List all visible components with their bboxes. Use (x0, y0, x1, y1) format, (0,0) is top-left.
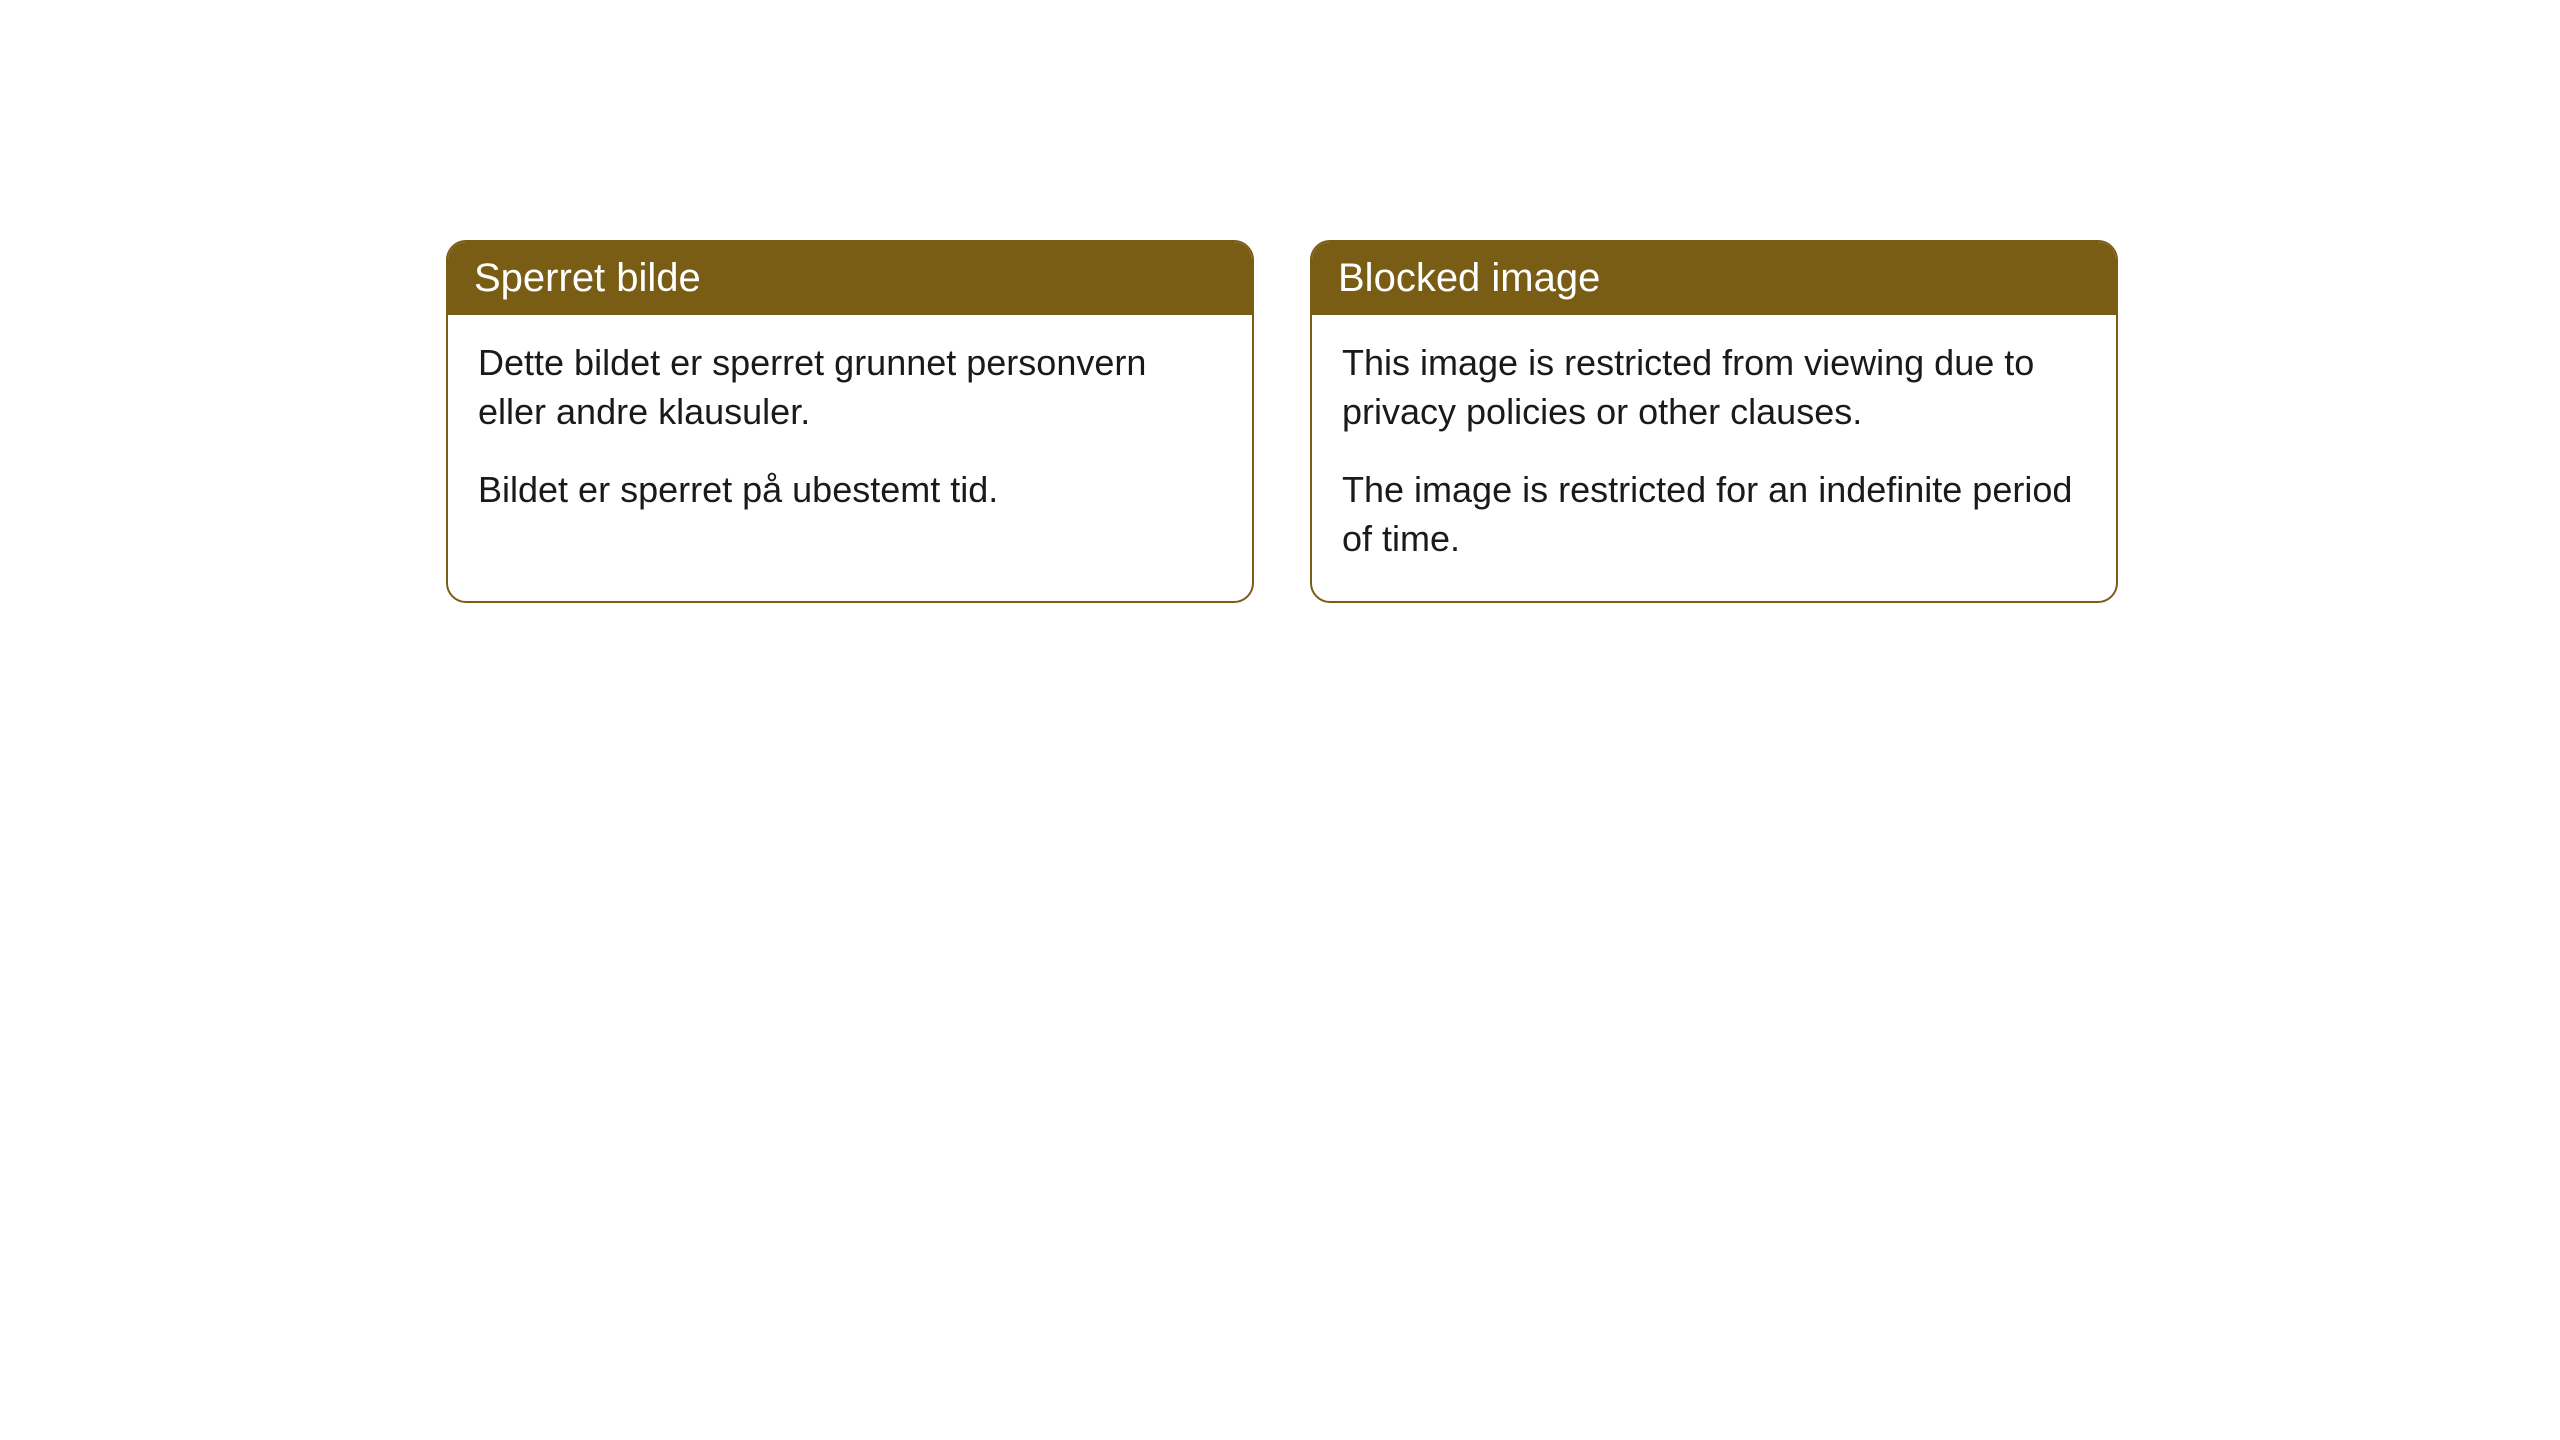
notice-cards-container: Sperret bilde Dette bildet er sperret gr… (0, 0, 2560, 603)
card-paragraph: Dette bildet er sperret grunnet personve… (478, 339, 1222, 436)
card-header: Blocked image (1312, 242, 2116, 315)
blocked-image-card-english: Blocked image This image is restricted f… (1310, 240, 2118, 603)
card-body: Dette bildet er sperret grunnet personve… (448, 315, 1252, 553)
card-paragraph: This image is restricted from viewing du… (1342, 339, 2086, 436)
blocked-image-card-norwegian: Sperret bilde Dette bildet er sperret gr… (446, 240, 1254, 603)
card-paragraph: The image is restricted for an indefinit… (1342, 466, 2086, 563)
card-header: Sperret bilde (448, 242, 1252, 315)
card-paragraph: Bildet er sperret på ubestemt tid. (478, 466, 1222, 515)
card-body: This image is restricted from viewing du… (1312, 315, 2116, 601)
